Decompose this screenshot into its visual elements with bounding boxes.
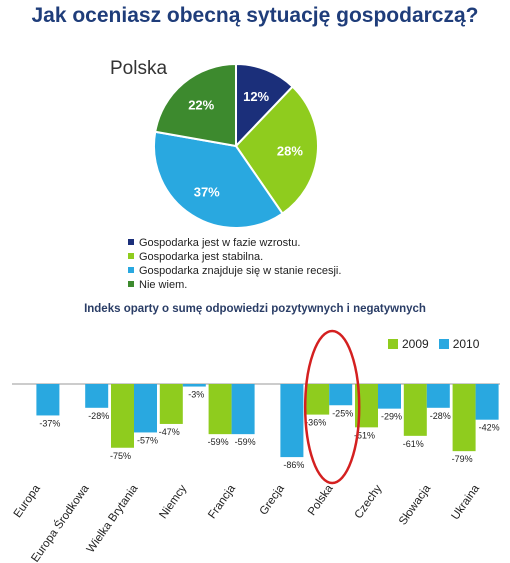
bar-value-label: -28% [88,411,109,421]
category-label: Europa Środkowa [29,482,92,563]
bar [355,384,378,428]
legend-label: Gospodarka jest w fazie wzrostu. [139,237,301,249]
bar-value-label: -36% [305,418,326,428]
bar [306,384,330,415]
legend-swatch [128,253,134,260]
category-label: Czechy [353,483,385,521]
bar-value-label: -59% [235,437,256,447]
legend-swatch [388,338,398,349]
bar [426,384,450,408]
legend-swatch [438,338,449,349]
pie-slice [235,62,295,149]
pie-slice [234,85,319,215]
bar [403,384,427,436]
category-label: Ukraina [449,482,482,522]
bar-value-label: -28% [430,411,451,421]
bar [85,384,109,408]
bar-value-label: -51% [354,430,375,440]
category-label: Grecja [258,482,288,517]
bar [280,384,304,458]
bar-value-label: -37% [39,418,60,428]
pie-slice [154,62,237,148]
bar [378,384,401,409]
legend-label: Nie wiem. [139,279,188,291]
bar [36,384,60,416]
bar [159,384,183,424]
bar [134,384,157,433]
pie-slice [153,130,284,229]
bar-value-label: -61% [403,439,424,449]
legend-swatch [128,239,134,246]
bar-value-label: -47% [159,427,180,437]
pie-legend: Gospodarka jest w fazie wzrostu. Gospodar… [128,236,341,292]
bar-value-label: -79% [452,454,473,464]
pie-slice-label: 12% [243,89,269,104]
legend-label: 2010 [452,337,480,351]
bar-value-label: -29% [381,412,402,422]
bar-legend-item: 2009 [388,337,429,351]
page-title: Jak oceniasz obecną sytuację gospodarczą… [31,4,479,27]
pie-slice-label: 22% [188,98,214,113]
category-label: Wielka Brytania [85,482,141,555]
category-label: Polska [306,482,336,518]
bar-chart-title: Indeks oparty o sumę odpowiedzi pozytywn… [84,303,426,315]
pie-legend-item: Gospodarka znajduje się w stanie recesji… [128,264,341,278]
legend-label: Gospodarka znajduje się w stanie recesji… [139,265,342,277]
pie-slice-label: 28% [277,143,303,158]
category-label: Niemcy [157,483,189,521]
bar [182,384,206,387]
pie-chart-label: Polska [110,58,168,79]
legend-swatch [128,281,134,288]
pie-legend-item: Gospodarka jest w fazie wzrostu. [128,236,341,250]
category-label: Słowacja [397,482,434,527]
bar [231,384,255,435]
bar-value-label: -3% [188,390,204,400]
legend-label: Gospodarka jest stabilna. [139,251,264,263]
bar-value-label: -86% [283,460,304,470]
highlight-ellipse [303,329,361,485]
bar [475,384,499,420]
bar [452,384,476,452]
bar-legend: 2009 2010 [388,337,489,351]
pie-legend-item: Nie wiem. [128,278,341,292]
bar-value-label: -75% [110,451,131,461]
bar-value-label: -25% [332,408,353,418]
bar-value-label: -57% [137,435,158,445]
pie-legend-item: Gospodarka jest stabilna. [128,250,341,264]
bar-legend-item: 2010 [438,337,480,351]
bar [111,384,134,448]
bar [208,384,232,435]
bar-value-label: -42% [479,423,500,433]
legend-swatch [128,267,134,274]
bar [329,384,353,406]
pie-chart: 12% 28% 37% 22% [153,62,319,229]
legend-label: 2009 [402,337,429,351]
bar-value-label: -59% [208,437,229,447]
pie-slice-label: 37% [194,185,220,200]
category-label: Francja [206,482,238,521]
category-label: Europa [12,482,43,520]
